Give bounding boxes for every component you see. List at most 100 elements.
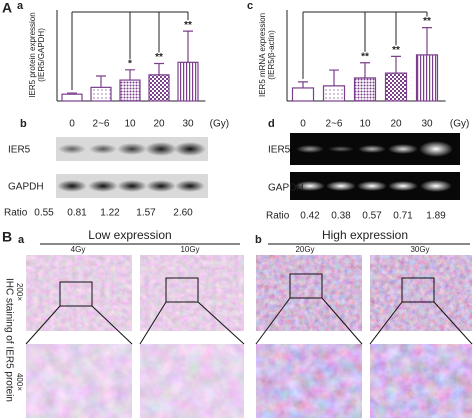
error-bar bbox=[422, 26, 432, 55]
band bbox=[420, 180, 452, 192]
ihc-image bbox=[140, 344, 244, 418]
band bbox=[117, 143, 147, 155]
band bbox=[174, 142, 206, 156]
zoom-line bbox=[433, 301, 473, 345]
y-axis-label: IER5 protein expression bbox=[28, 12, 37, 97]
significance-label: ** bbox=[361, 51, 369, 62]
band-label: IER5 bbox=[8, 145, 31, 156]
ratio-value: 0.71 bbox=[393, 211, 413, 222]
band-label: GAPDH bbox=[8, 182, 44, 193]
error-bar bbox=[329, 69, 339, 86]
ratio-value: 0.57 bbox=[362, 211, 382, 222]
zoom-line bbox=[197, 301, 245, 345]
x-axis-label: (Gy) bbox=[450, 119, 469, 130]
x-axis-label: (Gy) bbox=[210, 119, 229, 130]
significance-label: ** bbox=[423, 16, 431, 27]
zoom-box bbox=[59, 281, 93, 307]
group-title: High expression bbox=[322, 228, 408, 242]
zoom-line bbox=[321, 297, 363, 345]
band-label: GAPDH bbox=[268, 183, 304, 194]
bar bbox=[322, 85, 346, 102]
magnification: 200× bbox=[15, 283, 24, 301]
bar bbox=[415, 54, 439, 102]
band bbox=[328, 146, 354, 152]
y-axis-label: (IER5/GAPDH) bbox=[37, 28, 46, 82]
ratio-value: 1.89 bbox=[426, 211, 446, 222]
ihc-image bbox=[26, 344, 132, 418]
band bbox=[419, 141, 453, 157]
x-tick-label: 2~6 bbox=[326, 119, 343, 130]
ihc-image bbox=[370, 255, 472, 331]
band bbox=[326, 181, 356, 191]
band bbox=[89, 144, 117, 154]
x-tick-label: 20 bbox=[390, 119, 402, 130]
figure-label: B bbox=[2, 229, 12, 245]
x-tick-label: 0 bbox=[300, 119, 306, 130]
band bbox=[295, 181, 325, 191]
ihc-image bbox=[256, 255, 362, 331]
panel-label: d bbox=[268, 118, 275, 130]
dose-label: 30Gy bbox=[410, 245, 429, 254]
band bbox=[57, 180, 87, 192]
dose-label: 20Gy bbox=[295, 245, 314, 254]
x-tick-label: 20 bbox=[153, 119, 165, 130]
significance-label: * bbox=[128, 58, 132, 69]
x-tick-label: 30 bbox=[421, 119, 433, 130]
band bbox=[58, 144, 86, 154]
band bbox=[388, 181, 418, 191]
y-axis-label: IER5 mRNA expression bbox=[258, 13, 267, 97]
zoom-line bbox=[369, 301, 403, 345]
bar bbox=[90, 86, 112, 102]
bar bbox=[177, 61, 199, 102]
ratio-value: 0.38 bbox=[331, 211, 351, 222]
ratio-value: 1.22 bbox=[100, 208, 120, 219]
band bbox=[88, 180, 118, 192]
error-bar bbox=[298, 81, 308, 88]
dose-label: 10Gy bbox=[180, 245, 199, 254]
ratio-value: 2.60 bbox=[173, 208, 193, 219]
ratio-label: Ratio bbox=[4, 208, 28, 219]
x-tick-label: 2~6 bbox=[93, 119, 110, 130]
band bbox=[145, 142, 177, 156]
x-tick-label: 10 bbox=[124, 119, 136, 130]
error-bar bbox=[183, 30, 193, 63]
zoom-box bbox=[401, 277, 435, 303]
panel-label: a bbox=[17, 0, 24, 12]
ihc-y-label: IHC staining of IER5 protein bbox=[3, 278, 14, 402]
ratio-value: 1.57 bbox=[136, 208, 156, 219]
group-title: Low expression bbox=[88, 228, 171, 242]
error-bar bbox=[96, 75, 106, 88]
bar bbox=[291, 87, 315, 102]
bar bbox=[119, 79, 141, 102]
bar bbox=[148, 74, 170, 102]
bar bbox=[353, 77, 377, 102]
ratio-value: 0.42 bbox=[300, 211, 320, 222]
significance-label: ** bbox=[392, 45, 400, 56]
bar bbox=[384, 72, 408, 102]
panel-label: a bbox=[18, 234, 25, 246]
panel-label: b bbox=[20, 118, 27, 130]
error-bar bbox=[67, 92, 77, 95]
x-tick-label: 30 bbox=[182, 119, 194, 130]
significance-label: ** bbox=[155, 52, 163, 63]
y-axis-label: (IER5/β-actin) bbox=[267, 30, 276, 80]
dose-label: 4Gy bbox=[71, 245, 86, 254]
zoom-line bbox=[91, 305, 133, 345]
significance-label: ** bbox=[184, 20, 192, 31]
zoom-line bbox=[255, 297, 291, 345]
ratio-value: 0.81 bbox=[67, 208, 87, 219]
zoom-line bbox=[25, 305, 61, 345]
ihc-image bbox=[26, 255, 132, 331]
band bbox=[358, 145, 386, 153]
ihc-image bbox=[140, 255, 244, 331]
error-bar bbox=[125, 69, 135, 81]
ihc-image bbox=[370, 344, 472, 418]
magnification: 400× bbox=[15, 373, 24, 391]
bar bbox=[61, 93, 83, 102]
zoom-box bbox=[289, 273, 323, 299]
zoom-box bbox=[165, 277, 199, 303]
figure-label: A bbox=[2, 0, 12, 16]
band bbox=[117, 180, 147, 192]
x-tick-label: 10 bbox=[359, 119, 371, 130]
